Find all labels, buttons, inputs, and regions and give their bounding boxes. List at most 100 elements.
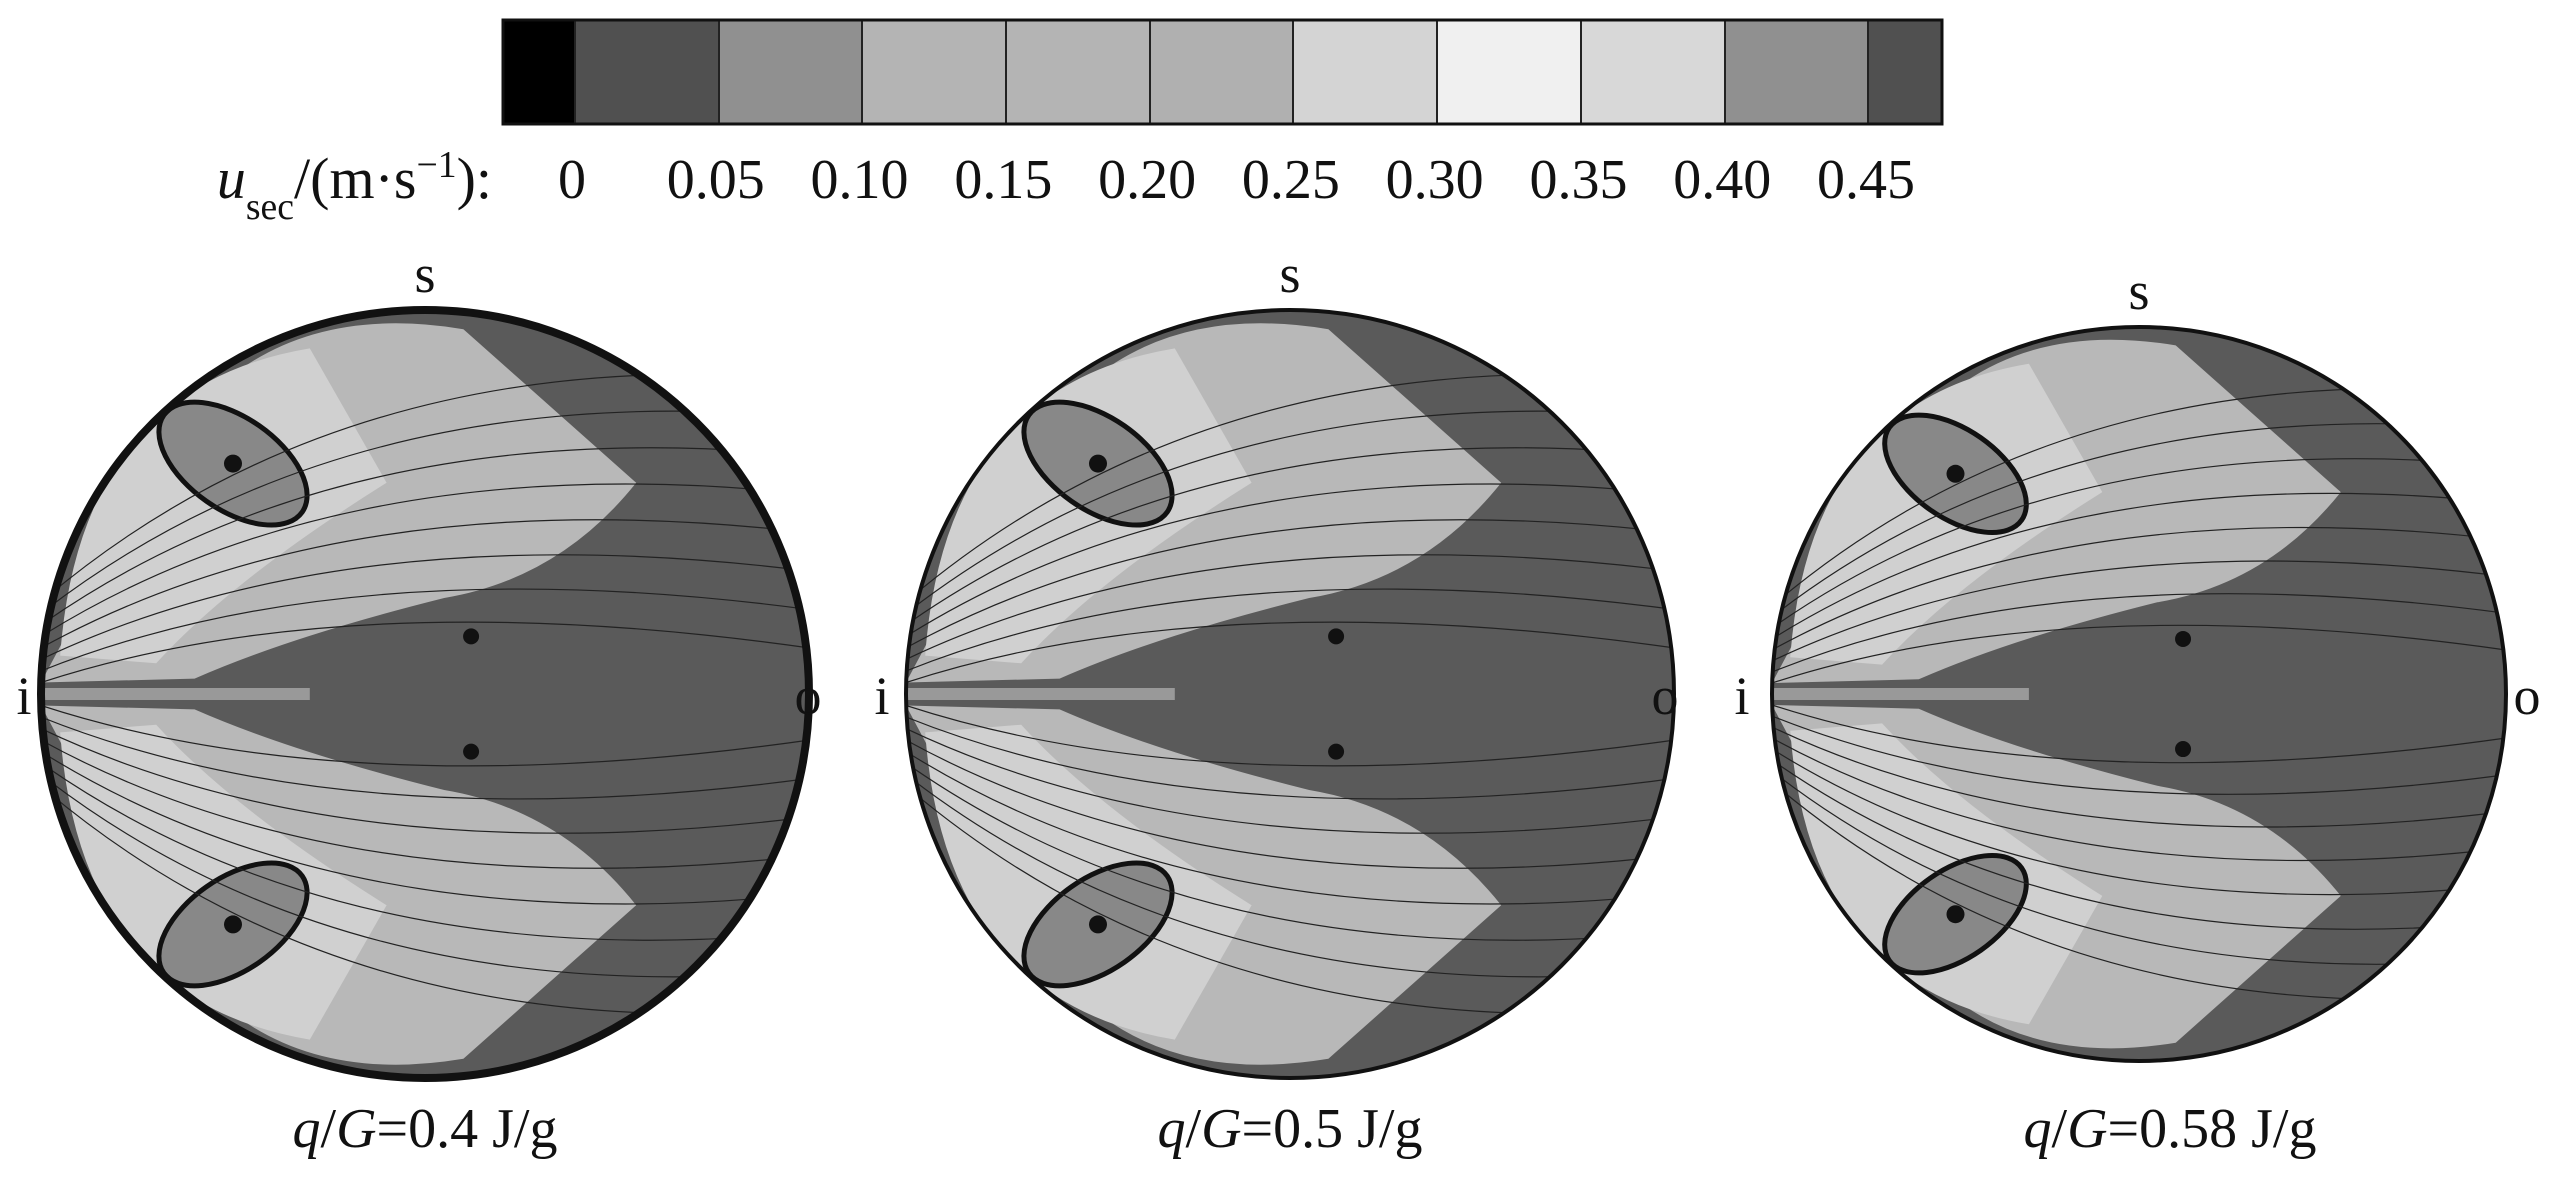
vortex-core — [1089, 454, 1107, 473]
panel-border — [904, 308, 1676, 1080]
colorbar-cell — [1867, 19, 1943, 125]
streamline — [906, 774, 1674, 978]
colorbar-tick-label: 0.25 — [1242, 149, 1340, 211]
streamline — [906, 588, 1674, 672]
streamline — [1772, 748, 2506, 896]
streamline — [1772, 593, 2506, 673]
streamline — [1772, 726, 2506, 828]
streamline — [906, 621, 1674, 684]
streamline — [906, 716, 1674, 800]
colorbar-tick-label: 0.45 — [1817, 149, 1915, 211]
top-label: s — [414, 244, 435, 304]
label-part: / — [1186, 1098, 1202, 1160]
colorbar-cell — [1149, 19, 1294, 125]
contour-panel — [37, 306, 813, 1082]
top-label: s — [1279, 244, 1300, 304]
rich-label: q/G=0.5 J/g — [1158, 1098, 1423, 1160]
label-part: / — [2052, 1098, 2068, 1160]
streamline — [1772, 704, 2506, 764]
streamline — [41, 483, 809, 637]
contour-fill — [1772, 327, 2506, 1061]
vortex-core — [1946, 905, 1965, 924]
streamline — [41, 519, 809, 649]
contour-panel — [904, 308, 1676, 1080]
rich-label: q/G=0.4 J/g — [293, 1098, 558, 1160]
streamline — [41, 621, 809, 684]
streamline — [906, 751, 1674, 905]
label-part: −1 — [416, 144, 456, 186]
panel-border — [37, 306, 813, 1082]
vortex-core — [224, 915, 242, 934]
right-label: o — [2514, 666, 2541, 726]
colorbar-tick-label: 0.05 — [667, 149, 765, 211]
label-part: =0.58 J/g — [2108, 1098, 2317, 1160]
rich-label: usec/(m·s−1): — [217, 144, 492, 228]
midline — [906, 688, 1175, 700]
midline — [41, 688, 310, 700]
streamline — [1772, 458, 2506, 629]
colorbar-frame — [501, 18, 1944, 126]
streamline — [906, 447, 1674, 626]
colorbar-tick-label: 0.10 — [811, 149, 909, 211]
label-part: q — [2024, 1098, 2052, 1160]
vortex-core — [1089, 915, 1107, 934]
streamline — [906, 519, 1674, 649]
colorbar-cell — [718, 19, 863, 125]
streamline — [906, 704, 1674, 767]
left-label: i — [874, 666, 889, 726]
colorbar-tick-label: 0.20 — [1098, 149, 1196, 211]
contour-fill — [906, 310, 1674, 1078]
colorbar-cell — [1724, 19, 1869, 125]
contour-fill — [41, 310, 809, 1078]
label-part: q — [293, 1098, 321, 1160]
left-label: i — [1734, 666, 1749, 726]
rich-label: q/G=0.58 J/g — [2024, 1098, 2317, 1160]
label-part: q — [1158, 1098, 1186, 1160]
colorbar-cell — [1580, 19, 1726, 125]
streamline — [906, 410, 1674, 614]
streamline — [41, 704, 809, 767]
label-part: sec — [246, 186, 294, 228]
streamline — [1772, 526, 2506, 651]
label-part: /(m·s — [294, 146, 416, 211]
streamline — [1772, 492, 2506, 640]
streamline — [1772, 715, 2506, 795]
label-part: G — [2067, 1098, 2107, 1160]
streamline — [1772, 624, 2506, 684]
vortex-core — [1946, 464, 1965, 483]
streamline — [906, 762, 1674, 941]
vortex-core — [224, 454, 242, 473]
colorbar-cell — [1436, 19, 1582, 125]
top-label: s — [2128, 261, 2149, 321]
colorbar-cell — [1292, 19, 1438, 125]
streamline — [41, 447, 809, 626]
colorbar-tick-label: 0.15 — [954, 149, 1052, 211]
streamline — [1772, 759, 2506, 930]
streamline — [906, 483, 1674, 637]
center-eddy — [1328, 628, 1345, 645]
contour-panel — [1770, 325, 2508, 1063]
streamline — [1772, 560, 2506, 662]
streamline — [41, 554, 809, 660]
streamline — [906, 728, 1674, 834]
streamline — [906, 554, 1674, 660]
center-eddy — [463, 628, 480, 645]
label-part: / — [321, 1098, 337, 1160]
midline — [1772, 688, 2029, 700]
center-eddy — [463, 743, 480, 760]
panel-border — [1770, 325, 2508, 1063]
label-part: ): — [457, 146, 492, 211]
label-part: G — [1201, 1098, 1241, 1160]
label-part: =0.5 J/g — [1242, 1098, 1423, 1160]
streamline — [906, 739, 1674, 869]
label-part: G — [336, 1098, 376, 1160]
label-part: u — [217, 146, 246, 211]
center-eddy — [2175, 630, 2192, 647]
streamline — [1772, 770, 2506, 965]
label-part: =0.4 J/g — [377, 1098, 558, 1160]
streamline — [41, 588, 809, 672]
center-eddy — [1328, 743, 1345, 760]
streamline — [41, 728, 809, 834]
center-eddy — [2175, 741, 2192, 758]
